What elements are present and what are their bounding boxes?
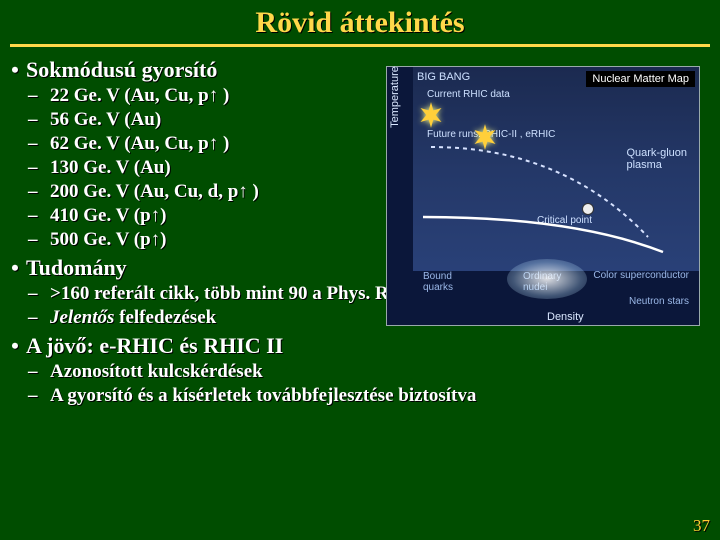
bullet-dash-icon: – <box>28 283 50 305</box>
nmap-bound-label: Boundquarks <box>423 271 453 293</box>
slide-title: Rövid áttekintés <box>10 0 710 47</box>
bullet-text: 500 Ge. V (p↑) <box>50 229 166 251</box>
bullet-dash-icon: – <box>28 133 50 155</box>
bullet-dash-icon: – <box>28 109 50 131</box>
bullet-text: 130 Ge. V (Au) <box>50 157 171 179</box>
nmap-nstar-label: Neutron stars <box>629 296 689 307</box>
nmap-y-axis-label: Temperature <box>389 37 401 157</box>
bullet-text: Sokmódusú gyorsító <box>26 57 217 83</box>
nmap-phase-curve <box>413 67 701 273</box>
bullet-text: 62 Ge. V (Au, Cu, p↑ ) <box>50 133 229 155</box>
bullet-dash-icon: – <box>28 181 50 203</box>
bullet-dash-icon: – <box>28 205 50 227</box>
bullet-text: A jövő: e-RHIC és RHIC II <box>26 333 283 359</box>
bullet-dot-icon: • <box>4 333 26 359</box>
page-number: 37 <box>693 516 710 536</box>
bullet-dash-icon: – <box>28 229 50 251</box>
bullet-text: Azonosított kulcskérdések <box>50 361 263 383</box>
bullet-text: Jelentős felfedezések <box>50 307 216 329</box>
nmap-critical-point <box>582 203 594 215</box>
nmap-star-icon <box>417 101 445 129</box>
nmap-star-icon <box>471 123 499 151</box>
bullet-text: 200 Ge. V (Au, Cu, d, p↑ ) <box>50 181 259 203</box>
bullet-dot-icon: • <box>4 57 26 83</box>
bullet-l2: –Azonosított kulcskérdések <box>28 361 716 383</box>
bullet-text: 410 Ge. V (p↑) <box>50 205 166 227</box>
nmap-x-axis-label: Density <box>547 311 584 323</box>
bullet-dot-icon: • <box>4 255 26 281</box>
bullet-text: 22 Ge. V (Au, Cu, p↑ ) <box>50 85 229 107</box>
bullet-dash-icon: – <box>28 307 50 329</box>
nmap-glow <box>507 259 587 299</box>
bullet-text: Tudomány <box>26 255 127 281</box>
bullet-dash-icon: – <box>28 157 50 179</box>
bullet-dash-icon: – <box>28 85 50 107</box>
bullet-l2: –A gyorsító és a kísérletek továbbfejles… <box>28 385 716 407</box>
nuclear-matter-map: Nuclear Matter Map Temperature Density B… <box>386 66 700 326</box>
bullet-dash-icon: – <box>28 361 50 383</box>
bullet-l1: •A jövő: e-RHIC és RHIC II <box>4 333 716 359</box>
bullet-text: A gyorsító és a kísérletek továbbfejlesz… <box>50 385 476 407</box>
bullet-dash-icon: – <box>28 385 50 407</box>
bullet-text: 56 Ge. V (Au) <box>50 109 161 131</box>
